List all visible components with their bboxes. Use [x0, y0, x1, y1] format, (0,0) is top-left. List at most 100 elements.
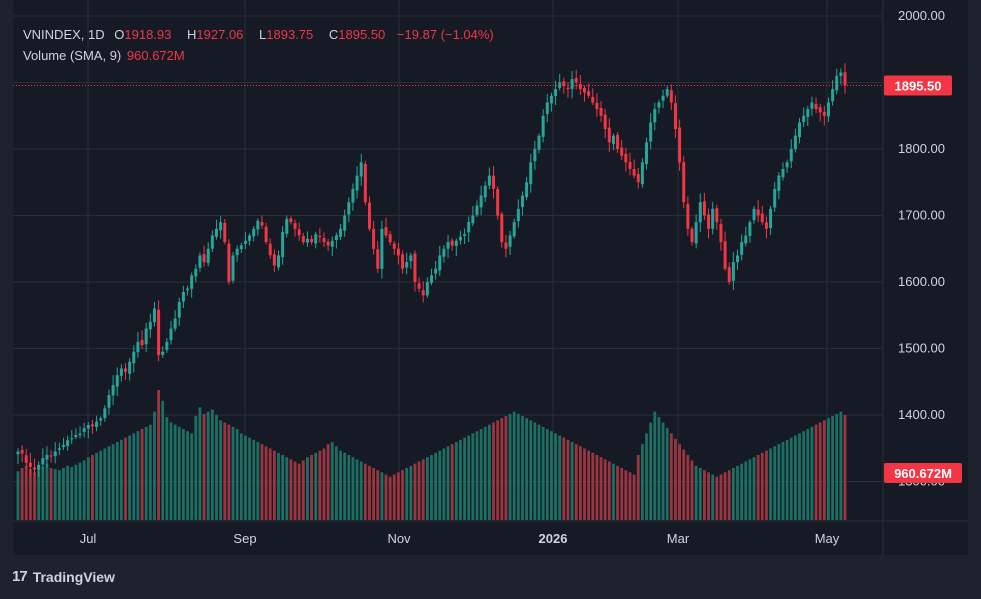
volume-bar: [343, 452, 347, 520]
candle-body: [95, 421, 99, 428]
chart-frame[interactable]: 2000.001900.001800.001700.001600.001500.…: [13, 0, 968, 555]
candle-body: [707, 214, 711, 229]
candle-body: [549, 95, 553, 104]
volume-bar: [798, 433, 801, 520]
volume-bar: [516, 413, 520, 520]
volume-bar: [459, 439, 462, 520]
volume-bar: [500, 418, 504, 520]
candle-body: [719, 224, 723, 243]
candle-body: [649, 122, 653, 142]
volume-bar: [694, 465, 698, 520]
volume-bar: [339, 450, 342, 520]
volume-bar: [289, 459, 293, 520]
candle-body: [297, 229, 301, 236]
candle-body: [616, 134, 620, 149]
last-price-label: 1895.50: [895, 78, 942, 93]
candle-body: [500, 213, 504, 243]
candle-body: [107, 395, 111, 408]
volume-bar: [239, 433, 243, 520]
volume-bar: [169, 422, 173, 520]
candle-body: [190, 275, 194, 289]
legend-row-volume: Volume (SMA, 9) 960.672M: [23, 45, 502, 66]
candle-body: [595, 102, 599, 110]
volume-bar: [438, 450, 442, 520]
candle-body: [661, 95, 665, 101]
volume-bar: [301, 460, 305, 520]
volume-bar: [260, 444, 264, 520]
candle-body: [698, 202, 702, 223]
volume-bar: [690, 460, 694, 520]
volume-bar: [425, 457, 429, 520]
volume-bar: [715, 476, 719, 520]
candle-body: [810, 102, 814, 109]
volume-bar: [235, 429, 239, 520]
candle-body: [682, 162, 686, 203]
legend-symbol[interactable]: VNINDEX, 1D: [23, 27, 105, 42]
volume-bar: [674, 438, 677, 520]
candle-body: [715, 208, 719, 223]
volume-bar: [740, 463, 744, 520]
candle-body: [603, 114, 607, 130]
candle-body: [119, 368, 123, 376]
candle-body: [516, 208, 520, 222]
volume-bar: [57, 470, 61, 520]
candle-body: [181, 291, 185, 302]
volume-bar: [430, 455, 433, 520]
volume-bar: [446, 446, 450, 520]
volume-bar: [727, 470, 731, 520]
legend-close: 1895.50: [338, 27, 386, 42]
candle-body: [814, 104, 818, 110]
last-price-badge[interactable]: [884, 75, 952, 96]
candle-body: [475, 205, 479, 215]
candle-body: [607, 127, 611, 143]
candle-body: [347, 202, 351, 215]
candle-body: [144, 328, 148, 345]
volume-bar: [190, 433, 194, 520]
candle-body: [839, 72, 843, 76]
candle-body: [252, 228, 256, 237]
volume-bar: [111, 444, 115, 520]
volume-badge[interactable]: [884, 463, 962, 483]
volume-bar: [380, 472, 384, 520]
volume-bar: [91, 455, 94, 520]
volume-bar: [182, 429, 185, 520]
volume-bar: [521, 416, 524, 520]
volume-bar: [194, 416, 198, 520]
candle-body: [578, 83, 582, 90]
candle-body: [66, 440, 70, 447]
candle-body: [504, 242, 508, 249]
legend-open-key: O: [114, 27, 125, 42]
candle-body: [24, 455, 28, 463]
candle-body: [430, 275, 433, 283]
legend-volume-label[interactable]: Volume (SMA, 9): [23, 48, 122, 63]
volume-bar: [210, 409, 214, 520]
candle-body: [711, 208, 715, 229]
candle-body: [777, 175, 781, 191]
candle-body: [520, 195, 524, 207]
candle-body: [599, 108, 603, 116]
candle-body: [45, 454, 49, 460]
candle-body: [785, 162, 789, 168]
tradingview-brand[interactable]: 17 TradingView: [12, 568, 115, 585]
candle-body: [314, 234, 318, 244]
volume-bar: [421, 459, 425, 520]
candle-body: [310, 238, 314, 243]
volume-bar: [719, 474, 723, 520]
volume-bar: [558, 435, 562, 520]
candle-body: [566, 87, 570, 90]
candle-body: [826, 102, 830, 117]
volume-bar: [37, 470, 41, 520]
volume-bar: [144, 426, 148, 520]
volume-bar: [272, 450, 276, 520]
chart-svg[interactable]: 2000.001900.001800.001700.001600.001500.…: [13, 0, 968, 555]
volume-badge-label: 960.672M: [894, 466, 952, 481]
volume-bar: [277, 452, 280, 520]
volume-bar: [368, 465, 371, 520]
volume-bar: [20, 468, 24, 520]
candle-body: [690, 228, 694, 243]
candle-body: [529, 162, 533, 185]
volume-bar: [293, 461, 297, 520]
volume-bar: [678, 444, 681, 520]
volume-bar: [525, 418, 529, 520]
volume-bar: [649, 422, 653, 520]
